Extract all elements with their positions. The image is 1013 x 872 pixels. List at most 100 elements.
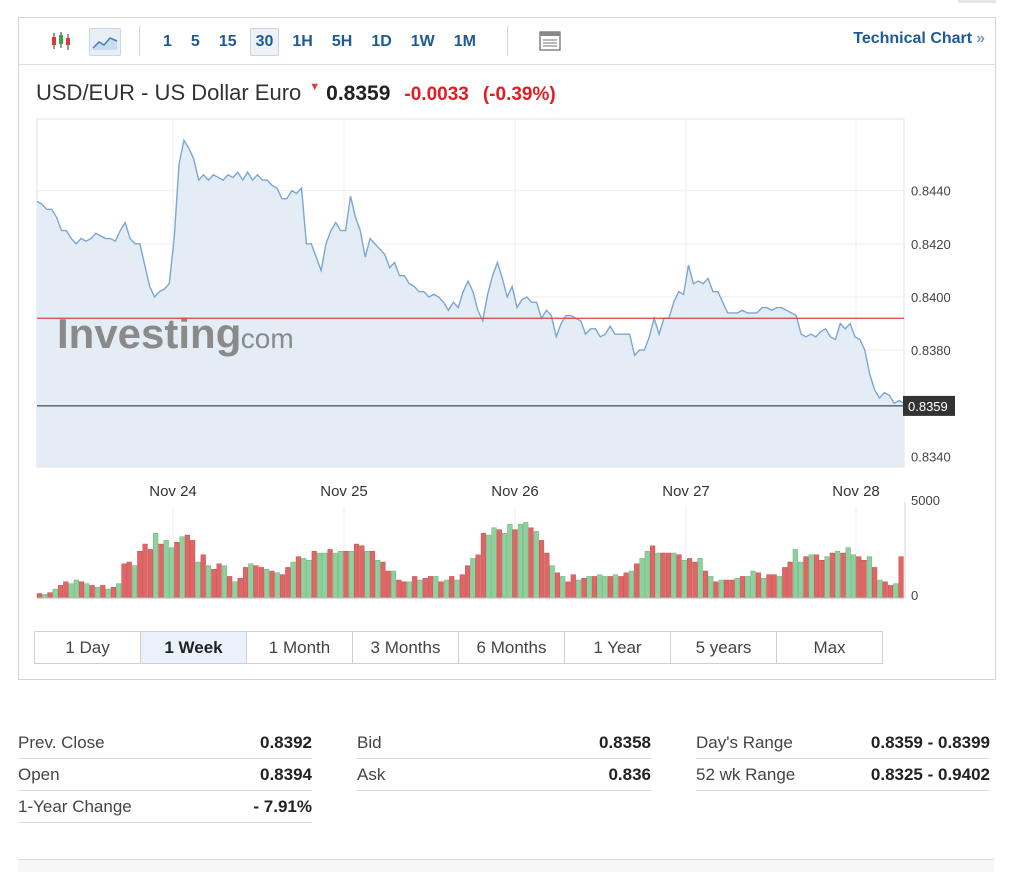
interval-15[interactable]: 15 [218, 33, 237, 50]
volume-bar [835, 551, 841, 599]
volume-bar [301, 558, 307, 599]
volume-bar [57, 585, 64, 599]
volume-bar [840, 552, 846, 599]
volume-bar [887, 585, 894, 599]
volume-bar [237, 578, 243, 599]
down-arrow-icon: ▼ [309, 81, 321, 93]
volume-bar [168, 547, 175, 599]
volume-bar [850, 554, 857, 599]
volume-bar [782, 567, 788, 599]
interval-30[interactable]: 30 [249, 28, 280, 56]
range-tab-5-years[interactable]: 5 years [671, 632, 777, 663]
volume-bar [274, 572, 280, 599]
range-tab-1-day[interactable]: 1 Day [35, 632, 141, 663]
volume-bar [761, 578, 767, 599]
volume-bar [79, 581, 85, 599]
stat-row: Bid 0.8358 [357, 727, 651, 759]
interval-1h[interactable]: 1H [292, 33, 313, 50]
volume-bar [745, 576, 751, 599]
instrument-header: USD/EUR - US Dollar Euro ▼ 0.8359 -0.003… [36, 80, 570, 110]
volume-bar [877, 579, 883, 599]
volume-bar [729, 579, 735, 599]
volume-bar [523, 522, 529, 599]
volume-bar [211, 569, 217, 599]
volume-bar [528, 527, 534, 599]
volume-bar [131, 565, 138, 599]
stats-column: Bid 0.8358 Ask 0.836 [357, 727, 651, 791]
candlestick-icon[interactable] [46, 28, 76, 54]
volume-bar [808, 554, 814, 599]
stat-label: Day's Range [696, 732, 793, 752]
volume-bar [84, 583, 90, 599]
volume-bar [766, 574, 772, 599]
volume-bar [232, 581, 238, 599]
volume-bar [354, 543, 360, 599]
toolbar-separator [139, 26, 140, 56]
price-chart[interactable]: 0.8440 0.8420 0.8400 0.8380 0.8340 Investing.… [19, 18, 995, 628]
toolbar-separator [507, 26, 508, 56]
stat-row: Prev. Close 0.8392 [18, 727, 312, 759]
volume-bar [866, 556, 872, 599]
volume-tick-label: 5000 [911, 493, 940, 508]
interval-1d[interactable]: 1D [371, 33, 392, 50]
interval-selector: 1 5 15 30 1H 5H 1D 1W 1M [157, 28, 489, 56]
volume-bar [184, 534, 190, 599]
volume-bar [205, 565, 212, 599]
volume-bar [845, 547, 851, 599]
area-chart-icon[interactable] [89, 28, 121, 56]
volume-bar [544, 552, 550, 599]
volume-bar [385, 570, 391, 599]
technical-chart-label: Technical Chart [853, 30, 973, 47]
x-tick-label: Nov 27 [662, 483, 710, 500]
table-icon[interactable] [535, 28, 565, 54]
interval-5[interactable]: 5 [190, 33, 200, 50]
volume-bar [565, 581, 571, 599]
volume-bar [755, 572, 761, 599]
range-tab-1-week[interactable]: 1 Week [141, 632, 247, 663]
volume-bar [713, 581, 719, 599]
interval-1w[interactable]: 1W [410, 33, 435, 50]
volume-bar [623, 572, 629, 599]
volume-bar [375, 560, 381, 599]
volume-bar [63, 581, 69, 599]
x-tick-label: Nov 28 [832, 483, 880, 500]
volume-bar [570, 574, 576, 599]
stat-label: Bid [357, 732, 382, 752]
volume-bar [158, 543, 164, 599]
volume-bar [893, 583, 899, 599]
x-tick-label: Nov 25 [320, 483, 368, 500]
volume-bar [872, 567, 878, 599]
top-corner-tab [958, 0, 996, 3]
stat-value: 0.8392 [260, 732, 312, 752]
stat-label: Prev. Close [18, 732, 105, 752]
range-tab-1-month[interactable]: 1 Month [247, 632, 353, 663]
volume-bar [581, 578, 587, 599]
volume-bar [200, 554, 206, 599]
range-tab-3-months[interactable]: 3 Months [353, 632, 459, 663]
volume-bar [533, 531, 539, 599]
technical-chart-link[interactable]: Technical Chart» [853, 30, 985, 48]
volume-bar [517, 524, 523, 599]
x-tick-label: Nov 26 [491, 483, 539, 500]
stat-label: 1-Year Change [18, 796, 132, 816]
time-range-selector: 1 Day 1 Week 1 Month 3 Months 6 Months 1 Year… [34, 631, 883, 664]
volume-bar [634, 563, 640, 599]
interval-1m[interactable]: 1M [453, 33, 476, 50]
volume-bar [306, 560, 312, 599]
volume-bar [734, 578, 740, 599]
volume-bar [285, 567, 291, 599]
range-tab-6-months[interactable]: 6 Months [459, 632, 565, 663]
range-tab-max[interactable]: Max [777, 632, 882, 663]
volume-bar [586, 576, 592, 599]
current-price-badge [903, 395, 955, 416]
stat-value: 0.836 [608, 764, 651, 784]
volume-bar [433, 576, 439, 599]
volume-bar [459, 574, 465, 599]
range-tab-1-year[interactable]: 1 Year [565, 632, 671, 663]
volume-bar [856, 556, 862, 599]
interval-1[interactable]: 1 [163, 33, 172, 50]
chart-widget: 1 5 15 30 1H 5H 1D 1W 1M Technical Chart» USD/EU… [18, 17, 996, 680]
volume-bar [554, 572, 560, 599]
interval-5h[interactable]: 5H [331, 33, 353, 50]
volume-bar [36, 593, 42, 599]
